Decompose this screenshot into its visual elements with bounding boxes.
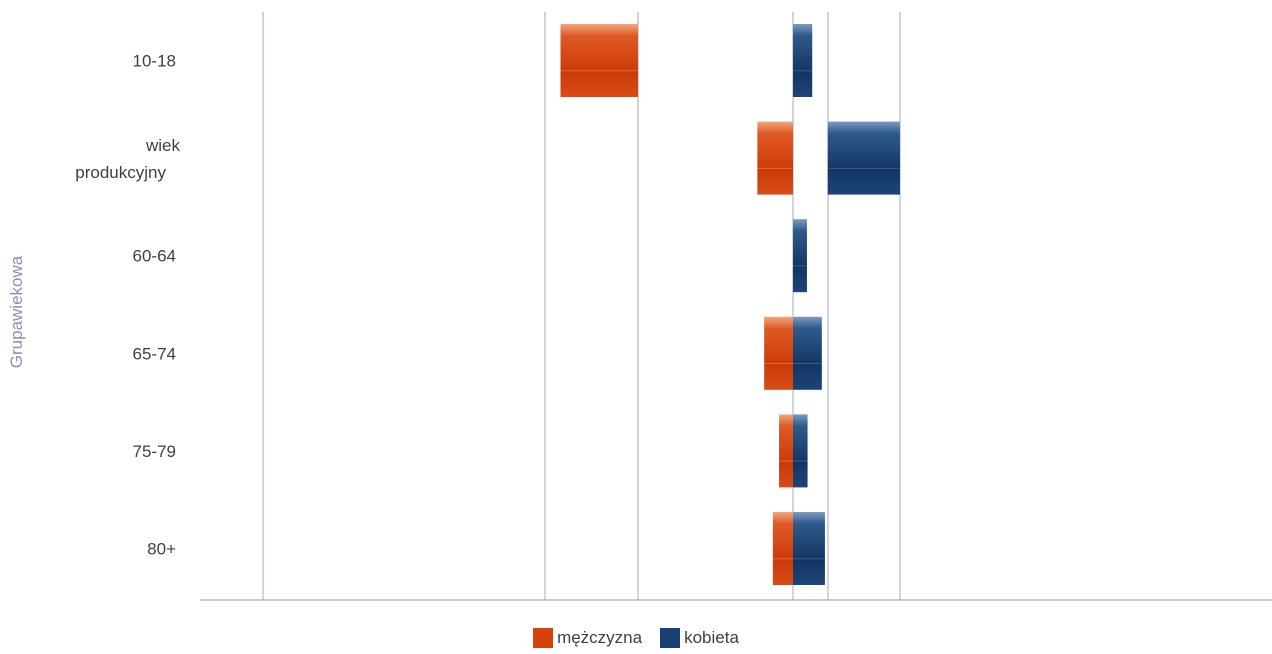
bars — [560, 24, 900, 585]
bar-male-0 — [560, 24, 638, 97]
y-axis-title: Grupawiekowa — [7, 255, 26, 368]
category-label: 75-79 — [133, 442, 176, 461]
legend-item-female: kobieta — [660, 628, 739, 648]
bar-female-5 — [793, 512, 825, 585]
legend-swatch-male — [533, 628, 554, 648]
gridlines — [262, 12, 901, 600]
bar-male-5 — [772, 512, 793, 585]
category-label: 80+ — [147, 540, 176, 559]
legend-item-male: mężczyzna — [533, 628, 642, 648]
legend-swatch-female — [660, 628, 681, 648]
category-label: wiek produkcyjny — [75, 136, 180, 182]
bar-female-4 — [793, 414, 808, 488]
category-labels: 10-18 wiek produkcyjny 60-64 65-74 75-79 80+ — [75, 52, 180, 559]
legend-label-female: kobieta — [684, 628, 739, 647]
category-label: 10-18 — [133, 52, 176, 71]
legend: mężczyzna kobieta — [0, 628, 1272, 648]
bar-female-2 — [793, 219, 807, 293]
bar-male-3 — [764, 316, 793, 390]
legend-label-male: mężczyzna — [557, 628, 643, 647]
bar-female-1 — [827, 121, 900, 195]
bar-female-0 — [793, 24, 813, 97]
bar-female-3 — [793, 316, 822, 390]
category-label: 60-64 — [133, 247, 176, 266]
bar-male-4 — [779, 414, 793, 488]
category-label: 65-74 — [133, 344, 176, 363]
bar-male-1 — [757, 121, 793, 195]
